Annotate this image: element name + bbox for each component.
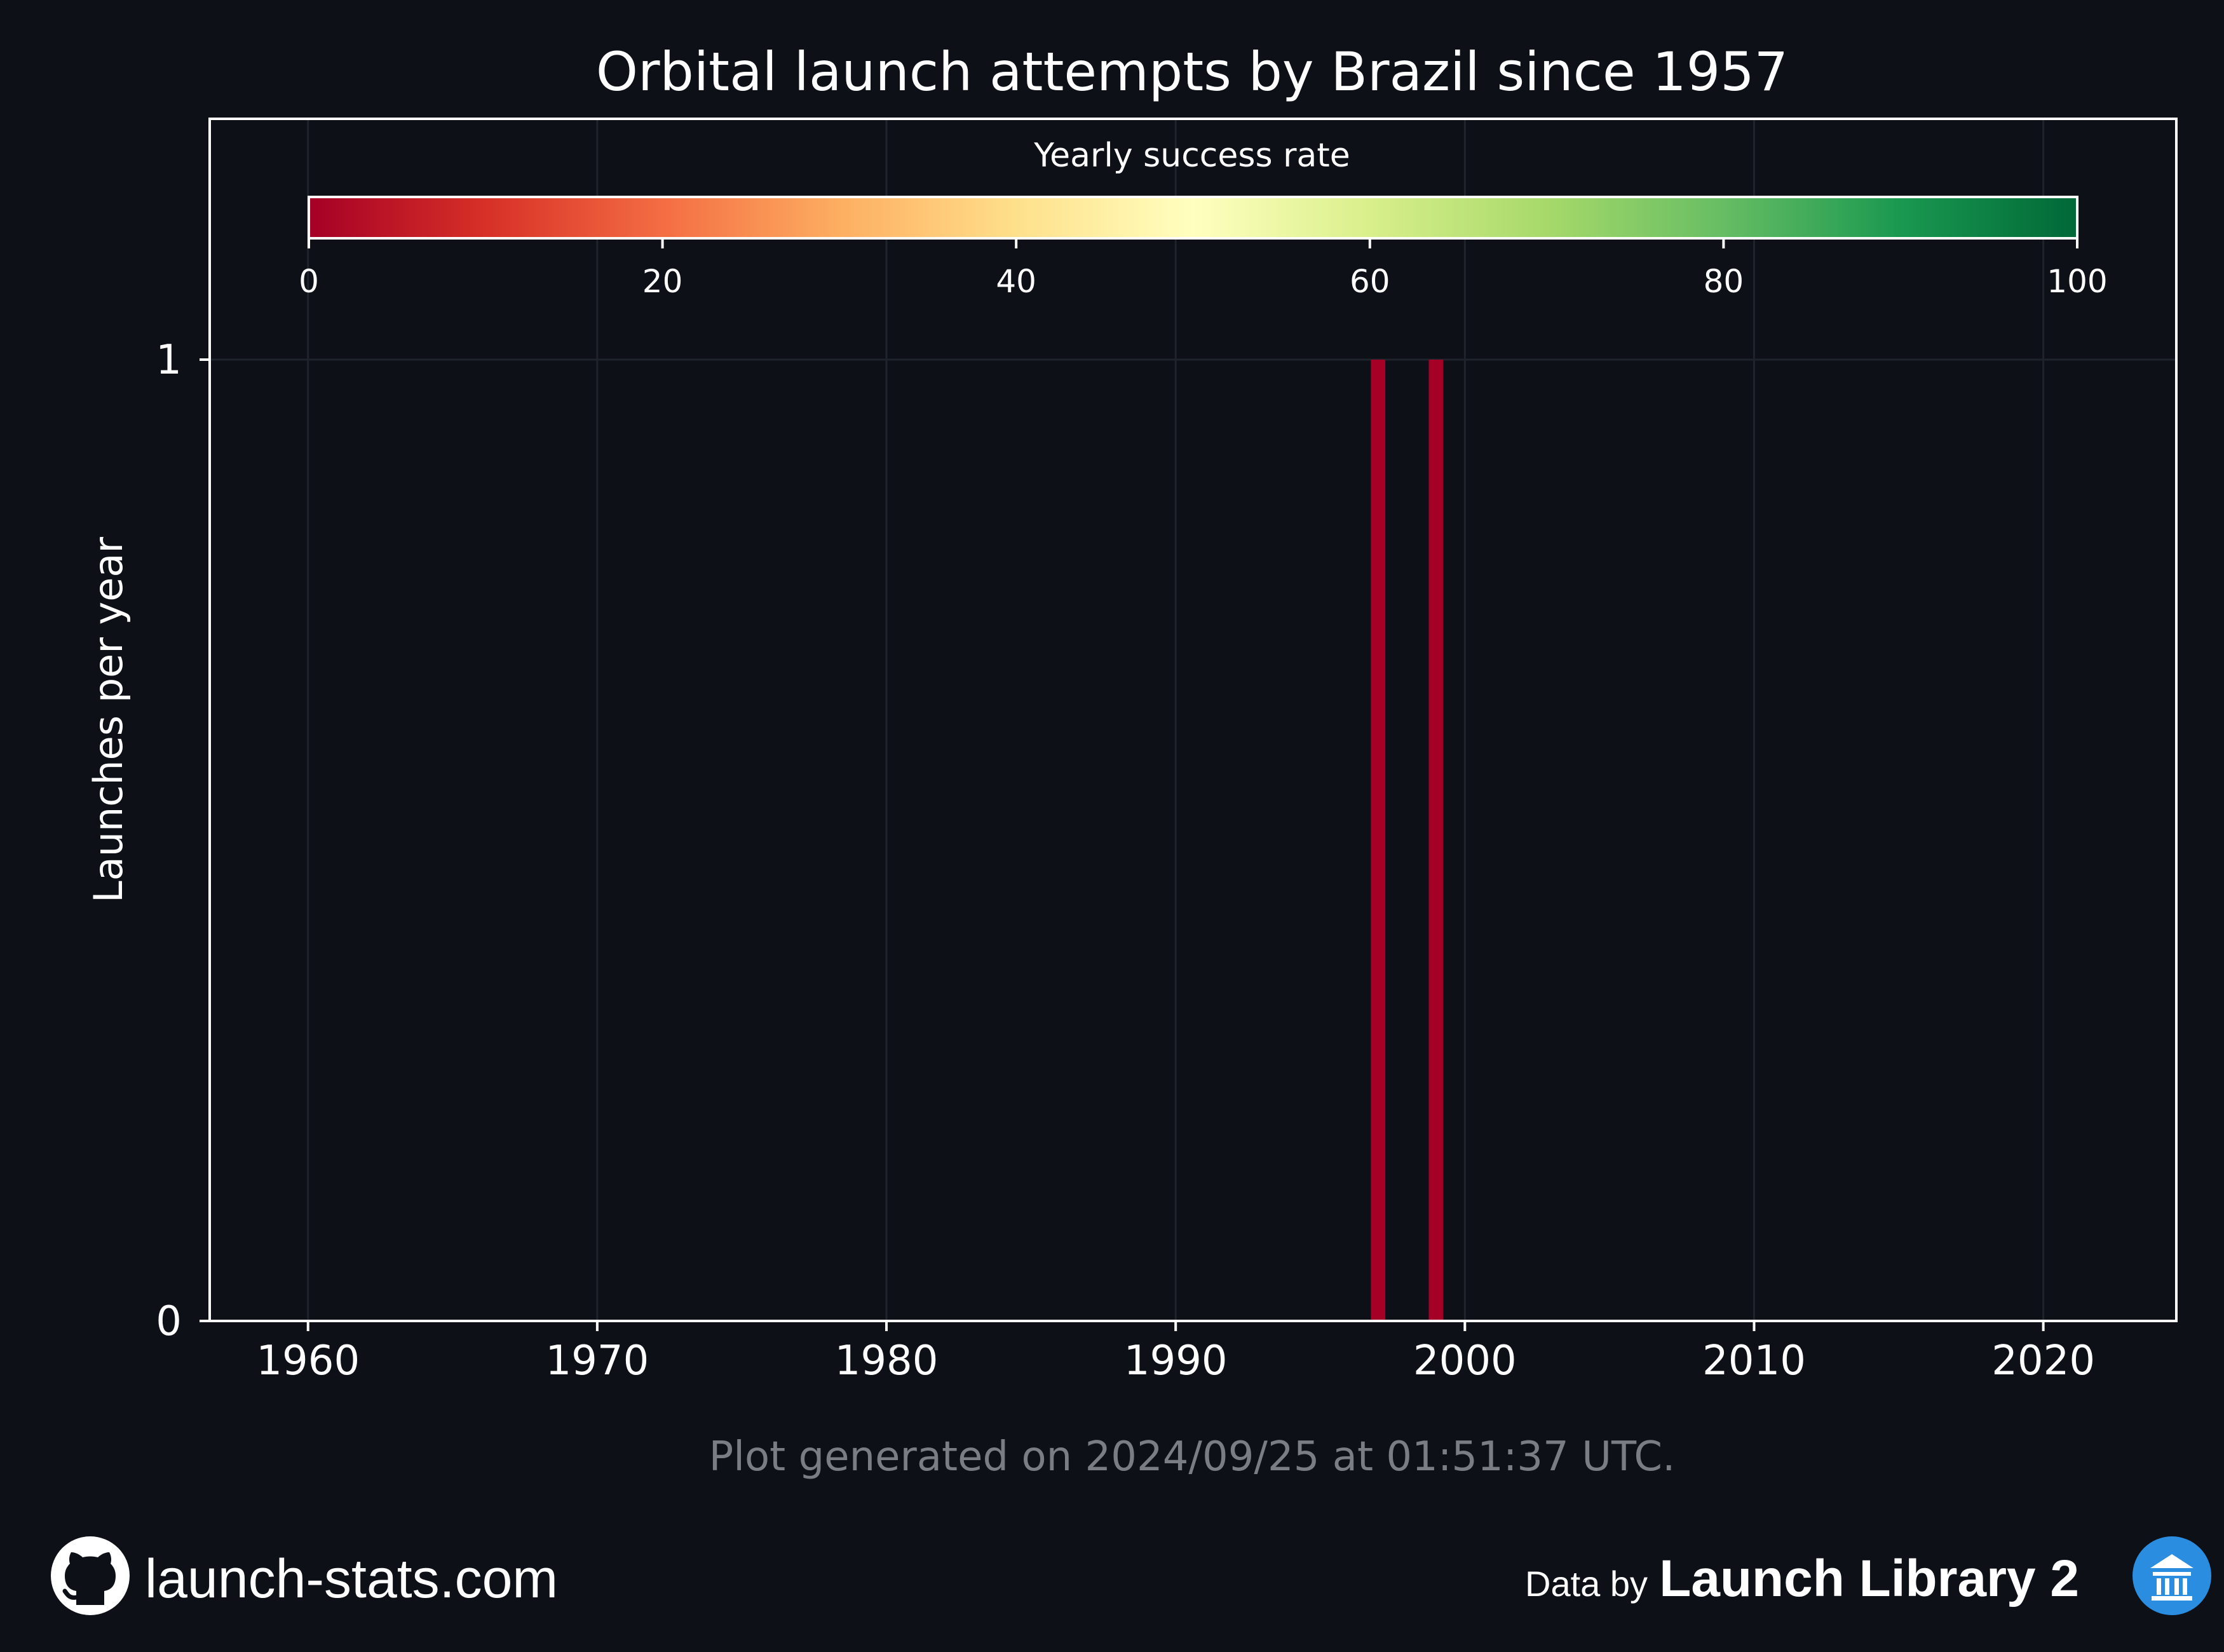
colorbar-ticks: 0 20 40 60 80 100 — [299, 238, 2108, 300]
bar-1997 — [1371, 360, 1386, 1321]
y-tick-label: 0 — [156, 1298, 182, 1345]
chart-title: Orbital launch attempts by Brazil since … — [596, 41, 1788, 103]
x-tick-label: 2000 — [1413, 1337, 1517, 1385]
colorbar-tick-label: 0 — [299, 263, 319, 300]
x-tick-label: 1960 — [256, 1337, 360, 1385]
plot-frame — [208, 118, 2178, 1322]
colorbar-title: Yearly success rate — [1033, 137, 1350, 175]
source-link[interactable]: Launch Library 2 — [1659, 1550, 2079, 1608]
bars-layer — [1371, 360, 1444, 1321]
site-link[interactable]: launch-stats.com — [145, 1548, 558, 1609]
x-tick-label: 2020 — [1991, 1337, 2095, 1385]
colorbar-tick-label: 80 — [1704, 263, 1744, 300]
colorbar — [308, 196, 2078, 240]
x-tick-label: 1970 — [545, 1337, 649, 1385]
x-axis: 1960 1970 1980 1990 2000 2010 2020 — [256, 1321, 2095, 1385]
library-icon — [2132, 1536, 2211, 1615]
y-axis-label: Launches per year — [85, 537, 132, 903]
colorbar-tick-label: 60 — [1350, 263, 1390, 300]
grid-lines — [210, 119, 2176, 1322]
colorbar-tick-label: 40 — [996, 263, 1036, 300]
colorbar-tick-label: 20 — [642, 263, 683, 300]
data-by-label: Data by — [1525, 1564, 1648, 1604]
bar-1999 — [1428, 360, 1444, 1321]
colorbar-tick-label: 100 — [2047, 263, 2107, 300]
y-axis: 01 — [156, 337, 210, 1345]
x-tick-label: 1980 — [835, 1337, 939, 1385]
github-icon — [51, 1536, 130, 1615]
site-label: launch-stats.com — [145, 1548, 558, 1609]
generated-note: Plot generated on 2024/09/25 at 01:51:37… — [709, 1433, 1676, 1480]
x-tick-label: 1990 — [1124, 1337, 1228, 1385]
x-tick-label: 2010 — [1702, 1337, 1806, 1385]
source-label: Launch Library 2 — [1659, 1550, 2079, 1608]
y-tick-label: 1 — [156, 337, 182, 384]
